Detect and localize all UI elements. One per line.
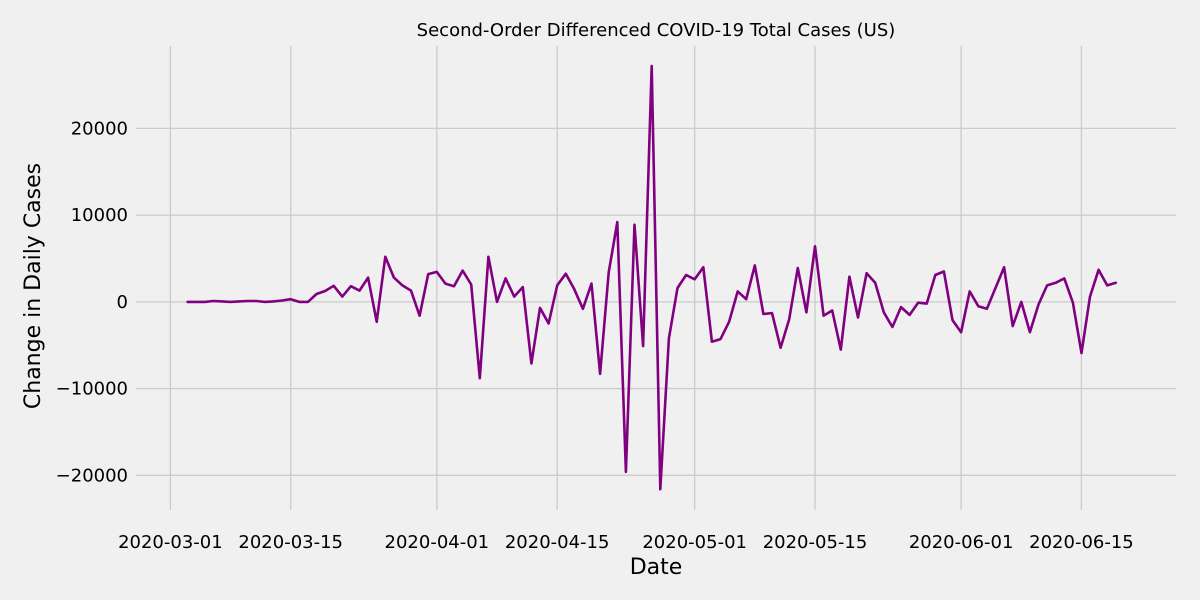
x-tick-label: 2020-04-01 — [385, 532, 490, 553]
y-tick-label: −20000 — [56, 465, 128, 486]
plot-area — [186, 64, 1118, 491]
series-line — [186, 64, 1118, 491]
y-axis-label: Change in Daily Cases — [21, 163, 46, 409]
y-axis-ticks: −20000 −10000 0 10000 20000 — [56, 118, 128, 486]
y-tick-label: 10000 — [71, 205, 128, 226]
y-tick-label: 20000 — [71, 118, 128, 139]
x-axis-ticks: 2020-03-01 2020-03-15 2020-04-01 2020-04-15… — [118, 532, 1134, 553]
x-tick-label: 2020-03-15 — [238, 532, 343, 553]
y-tick-label: −10000 — [56, 379, 128, 400]
x-tick-label: 2020-05-01 — [642, 532, 747, 553]
chart-title: Second-Order Differenced COVID-19 Total … — [417, 20, 896, 41]
x-tick-label: 2020-05-15 — [763, 532, 868, 553]
x-tick-label: 2020-06-01 — [909, 532, 1014, 553]
y-tick-label: 0 — [117, 292, 128, 313]
x-tick-label: 2020-04-15 — [505, 532, 610, 553]
x-axis-label: Date — [630, 555, 683, 580]
x-tick-label: 2020-03-01 — [118, 532, 223, 553]
x-tick-label: 2020-06-15 — [1029, 532, 1134, 553]
